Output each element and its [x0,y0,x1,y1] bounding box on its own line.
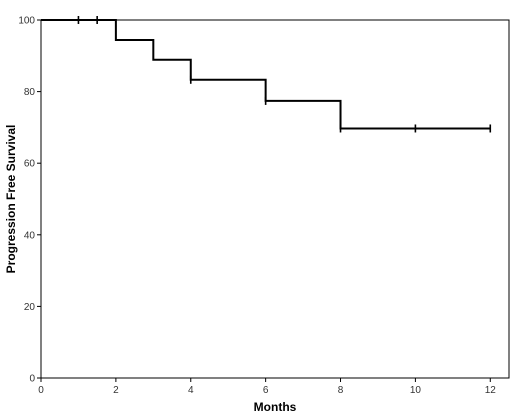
x-axis: 0 2 4 6 8 10 12 [38,378,496,396]
y-axis: 0 20 40 60 80 100 [18,16,41,385]
survival-curve [41,19,491,130]
x-axis-title: Months [254,400,297,414]
y-tick-label: 80 [24,87,36,98]
x-tick-label: 2 [113,385,119,396]
y-tick-label: 100 [18,16,35,27]
x-tick-label: 10 [410,385,422,396]
y-tick-label: 20 [24,302,36,313]
y-axis-title: Progression Free Survival [4,125,18,274]
plot-frame [40,19,510,379]
y-tick-label: 0 [29,374,35,385]
x-tick-label: 0 [38,385,44,396]
censor-marks [77,16,492,133]
plot-area [40,19,510,379]
y-tick-label: 60 [24,159,36,170]
x-tick-label: 12 [485,385,497,396]
y-tick-label: 40 [24,230,36,241]
x-tick-label: 8 [338,385,344,396]
x-tick-label: 6 [263,385,269,396]
x-tick-label: 4 [188,385,194,396]
